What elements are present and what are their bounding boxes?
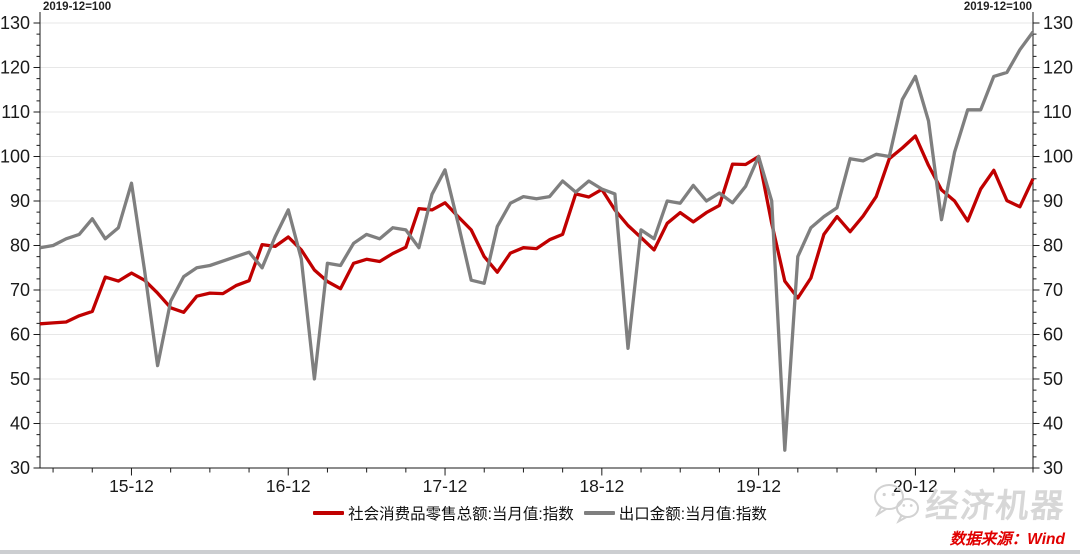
y-axis-tick-label-right: 110 [1043, 102, 1072, 122]
y-axis-tick-label-left: 60 [10, 325, 30, 345]
y-axis-tick-label-left: 90 [10, 191, 30, 211]
y-axis-tick-label-left: 120 [0, 58, 30, 78]
y-axis-tick-label-left: 50 [10, 369, 30, 389]
retail-sales-index-line [39, 134, 1035, 326]
y-axis-tick-label-right: 120 [1043, 58, 1073, 78]
y-axis-tick-label-right: 130 [1043, 13, 1073, 33]
y-axis-tick-label-left: 70 [10, 280, 30, 300]
y-axis-tick-label-left: 130 [0, 13, 30, 33]
x-axis-tick-label: 18-12 [579, 476, 624, 496]
y-axis-tick-label-right: 50 [1043, 369, 1063, 389]
x-axis-tick-label: 19-12 [736, 476, 781, 496]
legend-label-retail: 社会消费品零售总额:当月值:指数 [348, 506, 574, 523]
export-series-line-swatch [583, 511, 615, 515]
index-base-note-left: 2019-12=100 [43, 1, 112, 13]
data-source-note: 数据来源：Wind [949, 531, 1065, 548]
x-axis-tick-label: 17-12 [423, 476, 468, 496]
x-axis-tick-label: 20-12 [893, 476, 938, 496]
index-base-note-right: 2019-12=100 [963, 1, 1032, 13]
y-axis-tick-label-right: 80 [1043, 236, 1063, 256]
y-axis-tick-label-left: 40 [10, 414, 30, 434]
y-axis-tick-label-left: 110 [1, 102, 30, 122]
y-axis-tick-label-right: 60 [1043, 325, 1063, 345]
y-axis-tick-label-left: 80 [10, 236, 30, 256]
bottom-divider [0, 550, 1080, 554]
export-value-index-line [39, 30, 1035, 452]
y-axis-tick-label-right: 70 [1043, 280, 1063, 300]
y-axis-tick-label-left: 100 [0, 147, 30, 167]
retail-series-line-swatch [313, 511, 345, 515]
y-axis-tick-label-right: 30 [1043, 458, 1063, 478]
x-axis-tick-label: 16-12 [266, 476, 311, 496]
legend-item-retail: 社会消费品零售总额:当月值:指数 [313, 502, 574, 524]
legend-label-export: 出口金额:当月值:指数 [618, 506, 767, 523]
y-axis-tick-label-right: 100 [1043, 147, 1073, 167]
x-axis-tick-label: 15-12 [109, 476, 154, 496]
y-axis-tick-label-right: 90 [1043, 191, 1063, 211]
y-axis-tick-label-left: 30 [10, 458, 30, 478]
y-axis-tick-label-right: 40 [1043, 414, 1063, 434]
chart-legend: 社会消费品零售总额:当月值:指数 出口金额:当月值:指数 [0, 502, 1080, 524]
legend-item-export: 出口金额:当月值:指数 [583, 502, 767, 524]
